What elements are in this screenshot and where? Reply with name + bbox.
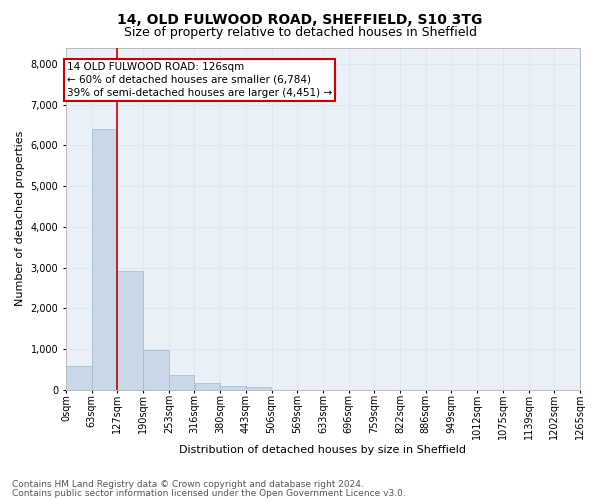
Text: 14, OLD FULWOOD ROAD, SHEFFIELD, S10 3TG: 14, OLD FULWOOD ROAD, SHEFFIELD, S10 3TG [118,12,482,26]
Y-axis label: Number of detached properties: Number of detached properties [15,131,25,306]
Bar [169,375,194,390]
Bar [66,366,92,390]
X-axis label: Distribution of detached houses by size in Sheffield: Distribution of detached houses by size … [179,445,466,455]
Bar [92,129,117,390]
Text: Contains public sector information licensed under the Open Government Licence v3: Contains public sector information licen… [12,489,406,498]
Bar [220,386,246,390]
Text: Contains HM Land Registry data © Crown copyright and database right 2024.: Contains HM Land Registry data © Crown c… [12,480,364,489]
Bar [194,384,220,390]
Text: Size of property relative to detached houses in Sheffield: Size of property relative to detached ho… [124,26,476,39]
Bar [118,271,143,390]
Text: 14 OLD FULWOOD ROAD: 126sqm
← 60% of detached houses are smaller (6,784)
39% of : 14 OLD FULWOOD ROAD: 126sqm ← 60% of det… [67,62,332,98]
Bar [143,350,169,390]
Bar [246,388,271,390]
